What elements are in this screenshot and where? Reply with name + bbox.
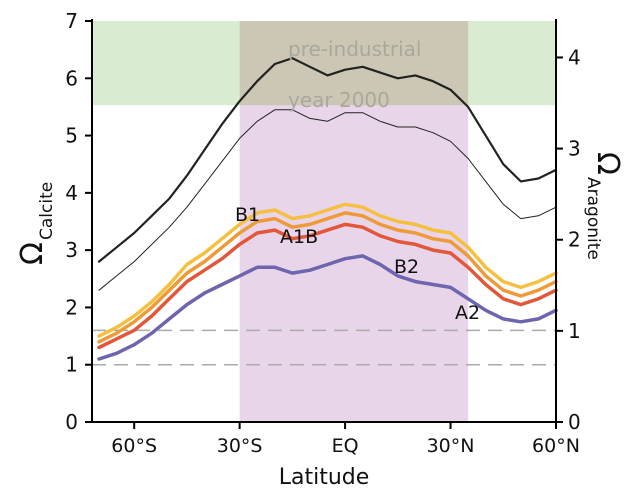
series-line-3 bbox=[97, 211, 558, 344]
series-line-0 bbox=[97, 57, 558, 263]
y-right-tick-label: 0 bbox=[568, 410, 581, 434]
label-B1: B1 bbox=[235, 204, 260, 226]
y-right-tick-label: 4 bbox=[568, 45, 581, 69]
label-A2: A2 bbox=[455, 302, 480, 324]
y-axis-left-title-sub: Calcite bbox=[37, 182, 57, 240]
y-right-tick-label: 3 bbox=[568, 137, 581, 161]
series-line-2 bbox=[97, 202, 558, 338]
x-axis-title: Latitude bbox=[279, 465, 370, 486]
y-left-tick-label: 6 bbox=[65, 66, 78, 90]
y-left-tick-label: 2 bbox=[65, 295, 78, 319]
y-left-tick-label: 7 bbox=[65, 9, 78, 33]
series-line-4 bbox=[97, 222, 558, 350]
label-pre-industrial: pre-industrial bbox=[288, 37, 421, 61]
x-tick-label: EQ bbox=[332, 435, 359, 457]
label-B2: B2 bbox=[394, 256, 419, 278]
x-tick-label: 30°S bbox=[217, 435, 263, 457]
y-left-tick-label: 1 bbox=[65, 353, 78, 377]
x-tick-label: 60°N bbox=[532, 435, 580, 457]
y-right-tick-label: 2 bbox=[568, 228, 581, 252]
y-axis-left-title-main: Ω bbox=[15, 242, 50, 265]
y-left-tick-label: 3 bbox=[65, 238, 78, 262]
x-tick-label: 60°S bbox=[111, 435, 157, 457]
y-right-tick-label: 1 bbox=[568, 319, 581, 343]
y-left-tick-label: 5 bbox=[65, 124, 78, 148]
y-axis-right-title-sub: Aragonite bbox=[583, 177, 603, 260]
label-A1B: A1B bbox=[280, 226, 318, 248]
y-axis-right-title-main: Ω bbox=[590, 152, 625, 175]
y-left-tick-label: 4 bbox=[65, 181, 78, 205]
series-line-1 bbox=[98, 109, 557, 291]
label-year-2000: year 2000 bbox=[288, 88, 390, 112]
y-left-tick-label: 0 bbox=[65, 410, 78, 434]
series-line-5 bbox=[97, 254, 558, 361]
x-tick-label: 30°N bbox=[427, 435, 475, 457]
